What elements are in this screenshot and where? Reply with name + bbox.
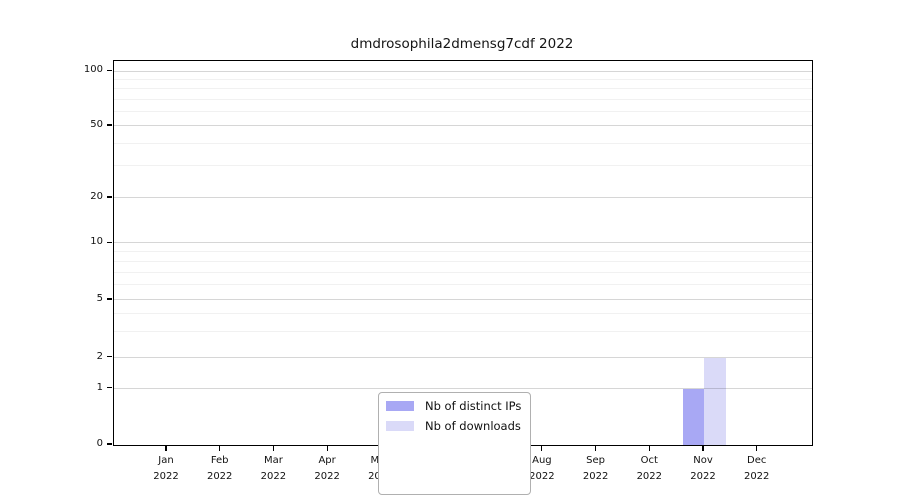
y-tick-label-2: 2 [96, 350, 103, 362]
x-tick-mark-sep-2022 [595, 445, 597, 451]
x-tick-label-apr-2022: Apr 2022 [314, 455, 340, 482]
y-tick-mark-10 [107, 241, 112, 244]
x-tick-label-mar-2022: Mar 2022 [260, 455, 287, 482]
minor-gridline-7 [114, 271, 812, 273]
legend-box: Nb of distinct IPs Nb of downloads [378, 392, 532, 495]
y-tick-mark-1 [107, 387, 112, 389]
plot-area [113, 59, 813, 446]
y-tick-label-10: 10 [90, 236, 103, 248]
y-tick-mark-5 [107, 298, 112, 300]
distinct-ips-swatch [386, 401, 414, 411]
y-tick-mark-100 [107, 69, 112, 72]
minor-gridline-8 [114, 260, 812, 262]
major-gridline-50 [114, 124, 812, 126]
x-tick-mark-oct-2022 [648, 445, 650, 451]
minor-gridline-90 [114, 78, 812, 80]
minor-gridline-9 [114, 251, 812, 253]
major-gridline-5 [114, 299, 812, 301]
x-tick-mark-aug-2022 [541, 445, 543, 451]
x-tick-mark-jan-2022 [165, 445, 167, 451]
minor-gridline-30 [114, 165, 812, 167]
legend-item-distinct-ips: Nb of distinct IPs [386, 399, 521, 413]
y-tick-mark-0 [107, 443, 112, 445]
x-tick-mark-feb-2022 [219, 445, 221, 451]
legend-item-downloads: Nb of downloads [386, 419, 521, 433]
major-gridline-20 [114, 197, 812, 198]
x-tick-label-oct-2022: Oct 2022 [636, 455, 663, 482]
legend-label-distinct-ips: Nb of distinct IPs [425, 399, 522, 413]
minor-gridline-4 [114, 313, 812, 315]
minor-gridline-40 [114, 142, 812, 144]
x-tick-label-jan-2022: Jan 2022 [153, 455, 179, 482]
x-tick-mark-mar-2022 [272, 445, 274, 451]
minor-gridline-3 [114, 331, 812, 333]
x-tick-label-feb-2022: Feb 2022 [206, 455, 233, 482]
major-gridline-100 [114, 70, 812, 72]
y-tick-label-5: 5 [96, 293, 103, 304]
minor-gridline-6 [114, 284, 812, 286]
minor-gridline-60 [114, 110, 812, 112]
major-gridline-10 [114, 242, 812, 244]
x-tick-label-sep-2022: Sep 2022 [582, 455, 609, 482]
y-tick-label-100: 100 [83, 64, 103, 76]
y-tick-label-20: 20 [90, 190, 103, 202]
minor-gridline-80 [114, 88, 812, 90]
x-tick-mark-dec-2022 [756, 445, 758, 451]
x-tick-label-aug-2022: Aug 2022 [529, 455, 555, 482]
x-tick-label-dec-2022: Dec 2022 [743, 455, 770, 482]
y-tick-label-0: 0 [96, 438, 103, 449]
y-tick-mark-20 [107, 196, 112, 198]
legend-label-downloads: Nb of downloads [425, 419, 521, 433]
bar-downloads-nov-2022 [704, 357, 726, 445]
y-tick-mark-2 [107, 356, 112, 358]
y-tick-label-50: 50 [90, 118, 103, 130]
minor-gridline-70 [114, 98, 812, 100]
downloads-swatch [386, 421, 414, 431]
x-tick-mark-nov-2022 [702, 445, 704, 451]
bar-distinct-ips-nov-2022 [682, 388, 704, 445]
major-gridline-2 [114, 356, 812, 358]
x-tick-label-nov-2022: Nov 2022 [690, 455, 716, 482]
y-tick-mark-50 [107, 124, 112, 126]
y-tick-label-1: 1 [96, 381, 103, 393]
major-gridline-1 [114, 387, 812, 389]
chart-title: dmdrosophila2dmensg7cdf 2022 [350, 36, 574, 52]
x-tick-mark-apr-2022 [326, 445, 328, 451]
